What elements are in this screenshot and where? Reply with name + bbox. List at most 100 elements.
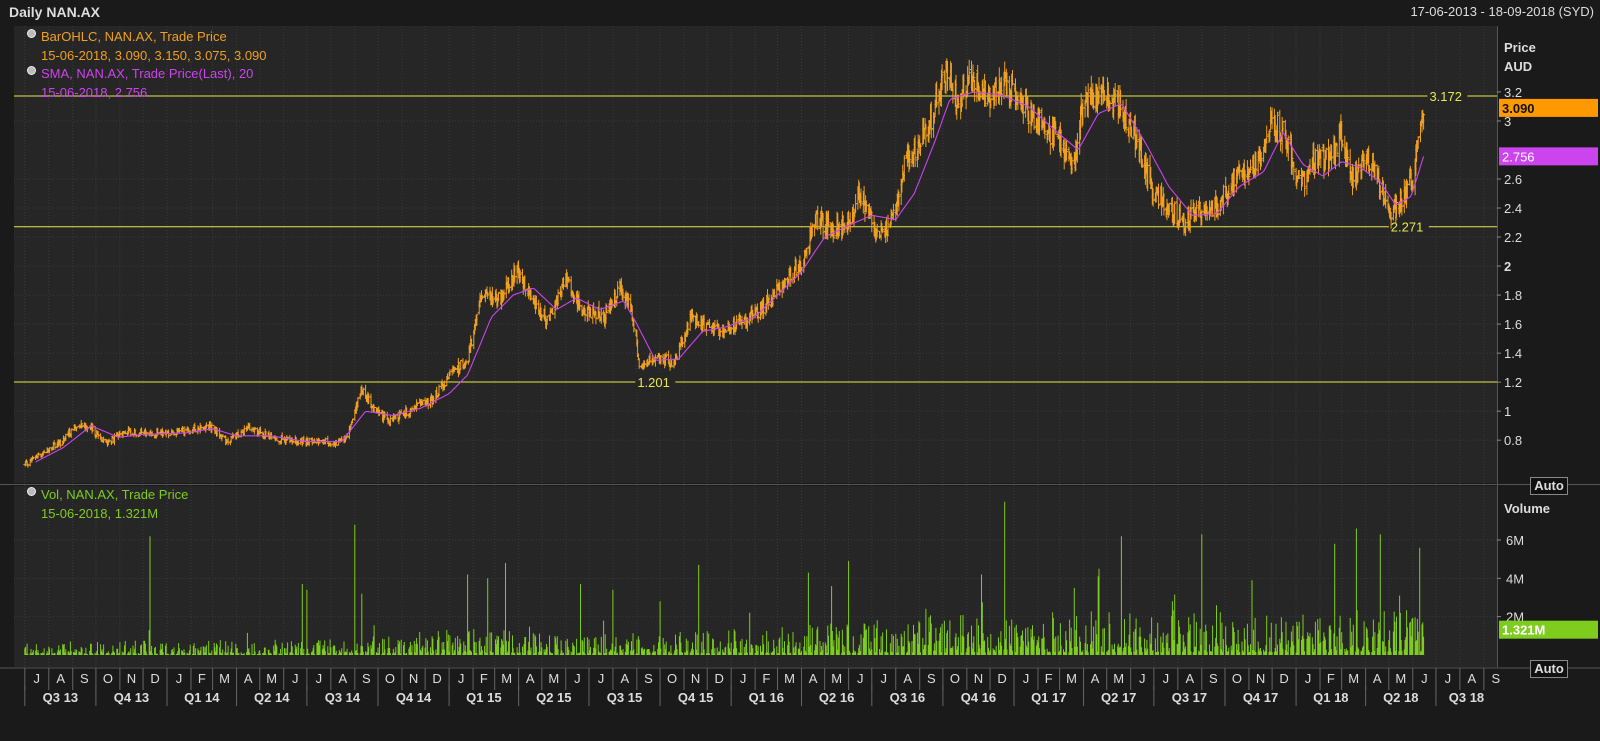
month-label: D	[1279, 671, 1288, 686]
month-label: N	[409, 671, 418, 686]
month-label: A	[1091, 671, 1100, 686]
quarter-label: Q1 18	[1313, 690, 1348, 705]
price-tick-label: 2	[1504, 259, 1511, 274]
quarter-label: Q4 15	[678, 690, 713, 705]
quarter-label: Q1 14	[184, 690, 220, 705]
price-tick-label: 3	[1504, 114, 1511, 129]
month-label: A	[244, 671, 253, 686]
price-tick-label: 2.2	[1504, 230, 1522, 245]
month-label: N	[127, 671, 136, 686]
month-label: M	[1348, 671, 1359, 686]
month-label: M	[548, 671, 559, 686]
month-label: M	[1113, 671, 1124, 686]
month-label: F	[1045, 671, 1053, 686]
quarter-label: Q4 16	[961, 690, 996, 705]
month-label: F	[1327, 671, 1335, 686]
month-label: A	[621, 671, 630, 686]
volume-bars	[24, 501, 1425, 655]
volume-series	[24, 501, 1425, 655]
month-label: F	[480, 671, 488, 686]
price-tick-label: 3.2	[1504, 85, 1522, 100]
price-tick-label: 1.8	[1504, 288, 1522, 303]
quarter-label: Q4 14	[396, 690, 432, 705]
month-label: J	[458, 671, 465, 686]
month-label: M	[831, 671, 842, 686]
month-label: J	[857, 671, 864, 686]
price-tick-label: 1.2	[1504, 375, 1522, 390]
last-volume-tag: 1.321M	[1502, 623, 1545, 638]
month-label: J	[1421, 671, 1428, 686]
price-axis-title: Price	[1504, 40, 1536, 55]
legend-dot-icon[interactable]	[27, 65, 36, 75]
month-label: M	[1395, 671, 1406, 686]
legend-dot-icon[interactable]	[27, 28, 36, 38]
last-volume-tag-bg	[1499, 620, 1598, 639]
month-label: J	[292, 671, 299, 686]
month-label: J	[598, 671, 605, 686]
legend-volume[interactable]: Vol, NAN.AX, Trade Price	[27, 486, 188, 505]
month-label: J	[574, 671, 581, 686]
price-tick-label: 2.4	[1504, 201, 1522, 216]
volume-tick-label: 4M	[1506, 571, 1524, 586]
month-label: N	[691, 671, 700, 686]
month-label: S	[80, 671, 89, 686]
month-label: J	[1023, 671, 1030, 686]
hline-label: 3.172	[1429, 89, 1462, 104]
month-label: O	[950, 671, 960, 686]
chart-title: Daily NAN.AX	[9, 4, 101, 20]
month-label: S	[927, 671, 936, 686]
month-label: J	[176, 671, 183, 686]
month-label: S	[644, 671, 653, 686]
hline-label-bg	[1427, 88, 1468, 104]
volume-auto-scale-button[interactable]: Auto	[1530, 660, 1568, 678]
month-label: O	[1232, 671, 1242, 686]
month-label: A	[56, 671, 65, 686]
quarter-label: Q2 18	[1383, 690, 1418, 705]
volume-legend: Vol, NAN.AX, Trade Price 15-06-2018, 1.3…	[27, 486, 188, 523]
quarter-label: Q4 17	[1243, 690, 1278, 705]
month-label: A	[1185, 671, 1194, 686]
legend-dot-icon[interactable]	[27, 486, 36, 496]
price-tick-label: 1.6	[1504, 317, 1522, 332]
month-label: N	[974, 671, 983, 686]
legend-sma-value: 15-06-2018, 2.756	[41, 84, 148, 100]
price-tick-label: 1.4	[1504, 346, 1522, 361]
legend-sma[interactable]: SMA, NAN.AX, Trade Price(Last), 20	[27, 65, 267, 84]
quarter-label: Q4 13	[114, 690, 149, 705]
month-label: A	[1373, 671, 1382, 686]
quarter-label: Q1 16	[749, 690, 784, 705]
quarter-label: Q3 15	[607, 690, 642, 705]
month-label: A	[526, 671, 535, 686]
legend-ohlc[interactable]: BarOHLC, NAN.AX, Trade Price	[27, 28, 267, 47]
month-label: A	[809, 671, 818, 686]
price-axis-unit: AUD	[1504, 59, 1532, 74]
month-label: A	[1468, 671, 1477, 686]
quarter-label: Q3 16	[890, 690, 925, 705]
last-sma-tag: 2.756	[1502, 149, 1535, 164]
month-label: M	[784, 671, 795, 686]
legend-sma-name: SMA, NAN.AX, Trade Price(Last), 20	[41, 66, 254, 81]
last-price-tag: 3.090	[1502, 101, 1535, 116]
quarter-label: Q2 17	[1101, 690, 1136, 705]
month-label: S	[1209, 671, 1218, 686]
legend-ohlc-value: 15-06-2018, 3.090, 3.150, 3.075, 3.090	[41, 47, 267, 63]
price-tick-label: 0.8	[1504, 433, 1522, 448]
hline-label: 2.271	[1391, 220, 1424, 235]
last-price-tag-bg	[1499, 98, 1598, 117]
month-label: J	[1445, 671, 1452, 686]
date-range: 17-06-2013 - 18-09-2018 (SYD)	[1410, 4, 1594, 19]
volume-axis-title: Volume	[1504, 501, 1550, 516]
quarter-label: Q2 16	[819, 690, 854, 705]
quarter-label: Q3 13	[43, 690, 78, 705]
sma-line	[35, 91, 1425, 463]
month-label: J	[34, 671, 41, 686]
volume-tick-label: 6M	[1506, 533, 1524, 548]
month-label: S	[1492, 671, 1501, 686]
price-auto-scale-button[interactable]: Auto	[1530, 477, 1568, 495]
month-label: O	[103, 671, 113, 686]
month-label: M	[1066, 671, 1077, 686]
hline-label: 1.201	[637, 375, 670, 390]
price-tick-label: 2.6	[1504, 172, 1522, 187]
month-label: N	[1256, 671, 1265, 686]
